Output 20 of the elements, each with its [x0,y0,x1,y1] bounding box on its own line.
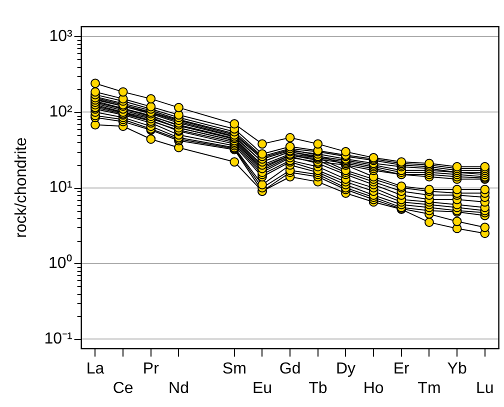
y-tick-label: 10¹ [49,179,72,196]
x-tick-label: Sm [222,360,246,378]
y-axis-title: rock/chondrite [13,137,30,238]
x-tick-label: Ce [112,380,134,397]
y-tick-label: 10³ [49,28,73,45]
x-tick-label: Ho [363,380,384,397]
y-tick-label: 10⁰ [48,254,72,272]
x-tick-label: Eu [252,380,272,397]
x-tick-label: Tm [418,380,441,397]
x-tick-label: La [86,360,104,378]
x-tick-label: Lu [476,380,494,397]
x-tick-label: Nd [168,380,189,397]
y-tick-label: 10⁻¹ [44,330,72,348]
x-tick-label: Pr [142,360,160,378]
x-tick-label: Gd [279,360,301,378]
y-tick-label: 10² [49,104,73,121]
x-tick-label: Dy [336,360,356,378]
x-tick-label: Yb [447,360,467,378]
x-tick-label: Tb [308,380,328,397]
x-tick-label: Er [393,360,410,378]
